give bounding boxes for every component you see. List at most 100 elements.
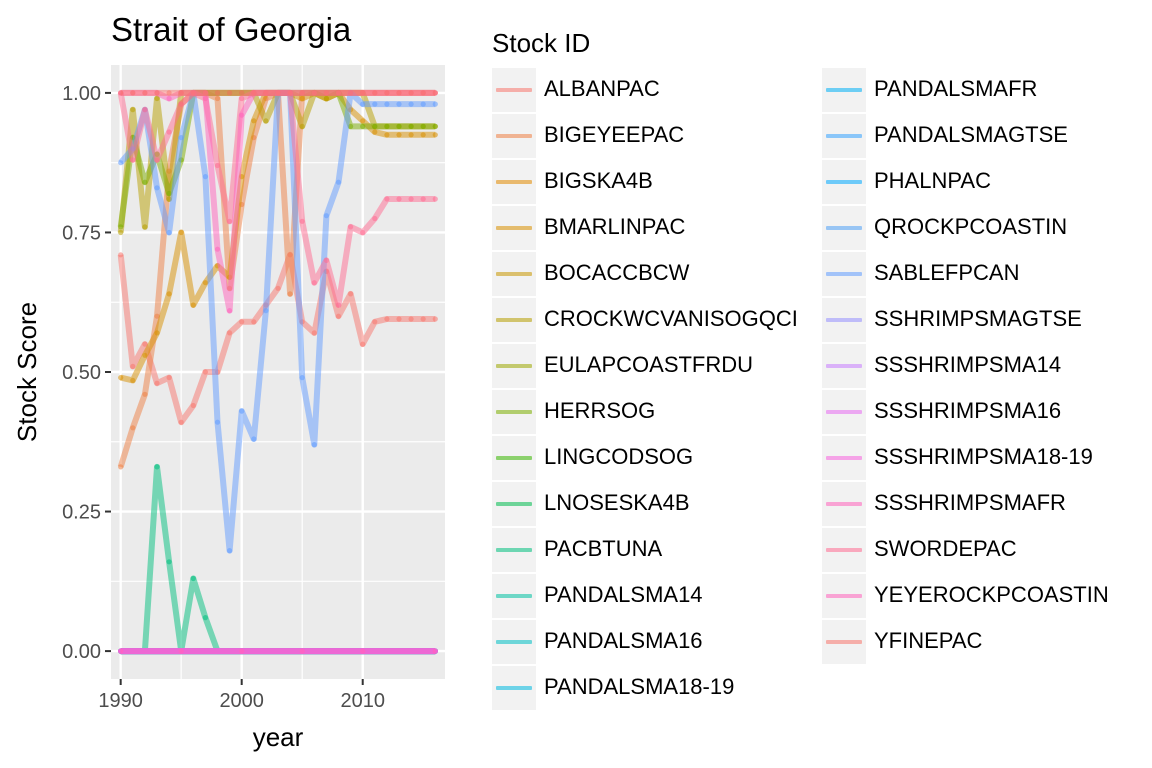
data-point	[360, 90, 366, 96]
legend-swatch	[496, 640, 532, 644]
legend-key	[492, 390, 536, 434]
data-point	[118, 252, 124, 258]
legend-label: PANDALSMA14	[544, 582, 703, 607]
data-point	[251, 436, 257, 442]
legend-swatch	[826, 180, 862, 184]
data-point	[432, 648, 438, 654]
legend-label: LNOSESKA4B	[544, 490, 690, 515]
data-point	[311, 90, 317, 96]
legend-swatch	[496, 134, 532, 138]
legend-label: BMARLINPAC	[544, 214, 686, 239]
data-point	[299, 123, 305, 129]
legend-swatch	[826, 226, 862, 230]
legend-key	[822, 114, 866, 158]
data-point	[239, 112, 245, 118]
data-point	[396, 316, 402, 322]
legend-swatch	[826, 318, 862, 322]
data-point	[214, 162, 221, 169]
data-point	[372, 215, 378, 222]
y-tick-label: 0.75	[62, 222, 101, 244]
legend-label: SWORDEPAC	[874, 536, 1017, 561]
data-point	[202, 174, 208, 180]
legend-swatch	[496, 180, 532, 184]
data-point	[142, 179, 148, 185]
data-point	[154, 380, 160, 386]
legend-key	[492, 528, 536, 572]
data-point	[432, 90, 438, 96]
legend-swatch	[496, 88, 532, 92]
data-point	[335, 313, 342, 319]
y-tick-label: 0.50	[62, 362, 101, 384]
data-point	[420, 196, 426, 202]
data-point	[335, 179, 342, 185]
legend-label: PANDALSMAFR	[874, 76, 1038, 101]
data-point	[360, 229, 366, 236]
x-tick-label: 2010	[340, 690, 385, 712]
data-point	[299, 90, 305, 96]
legend-key	[822, 206, 866, 250]
data-point	[432, 196, 438, 202]
data-point	[178, 135, 184, 141]
data-point	[432, 123, 438, 129]
data-point	[323, 257, 329, 263]
legend-key	[822, 298, 866, 342]
legend-label: PANDALSMA18-19	[544, 674, 735, 699]
legend-label: YEYEROCKPCOASTIN	[874, 582, 1109, 607]
data-point	[384, 316, 390, 322]
legend-key	[822, 620, 866, 664]
data-point	[154, 90, 160, 96]
data-point	[142, 352, 148, 358]
data-point	[348, 90, 354, 96]
data-point	[130, 90, 136, 96]
data-point	[130, 157, 136, 163]
data-point	[360, 341, 366, 347]
data-point	[408, 101, 414, 107]
data-point	[227, 330, 233, 336]
legend-key	[492, 114, 536, 158]
data-point	[360, 101, 366, 107]
legend-label: QROCKPCOASTIN	[874, 214, 1068, 239]
data-point	[142, 391, 148, 397]
series-albanpac	[117, 251, 438, 426]
data-point	[118, 375, 124, 381]
data-point	[154, 330, 160, 336]
data-point	[408, 316, 414, 322]
legend-key	[492, 620, 536, 664]
legend-swatch	[826, 88, 862, 92]
series-layer	[117, 89, 438, 655]
legend-swatch	[496, 456, 532, 460]
data-point	[275, 90, 281, 96]
data-point	[372, 129, 378, 135]
data-point	[408, 132, 414, 138]
data-point	[178, 101, 184, 107]
data-point	[420, 132, 426, 138]
legend-swatch	[496, 226, 532, 230]
legend-swatch	[826, 134, 862, 138]
data-point	[239, 90, 245, 96]
legend-swatch	[496, 364, 532, 368]
data-point	[166, 90, 172, 96]
data-point	[287, 291, 293, 297]
series-ssshrimpsmafr	[118, 648, 438, 655]
data-point	[311, 330, 317, 336]
data-point	[408, 90, 414, 96]
data-point	[335, 90, 342, 96]
data-point	[384, 196, 390, 202]
data-point	[154, 185, 160, 191]
data-point	[118, 160, 124, 166]
data-point	[227, 548, 233, 554]
legend-key	[492, 666, 536, 710]
data-point	[299, 375, 305, 381]
data-point	[396, 90, 402, 96]
data-point	[299, 95, 305, 102]
data-point	[360, 118, 366, 124]
legend-swatch	[826, 594, 862, 598]
legend-swatch	[496, 548, 532, 552]
data-point	[214, 95, 221, 102]
data-point	[360, 648, 366, 654]
data-point	[154, 313, 160, 319]
data-point	[251, 118, 257, 124]
legend-label: SSSHRIMPSMA16	[874, 398, 1062, 423]
data-point	[432, 132, 438, 138]
data-point	[384, 101, 390, 107]
